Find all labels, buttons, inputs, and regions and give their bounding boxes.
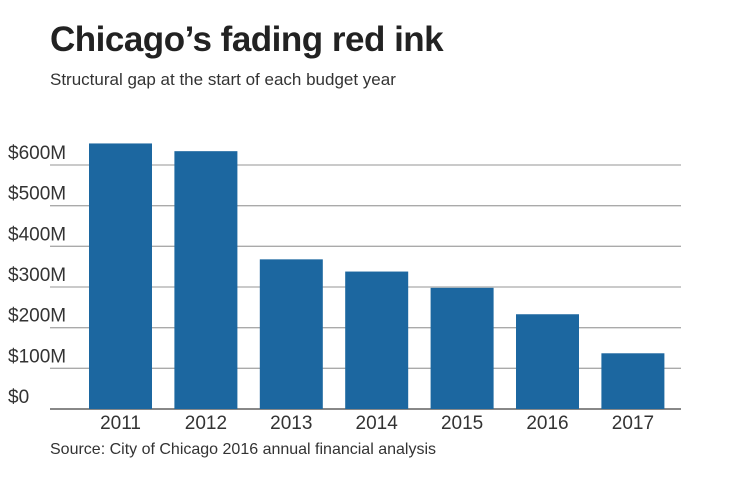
y-tick-label: $500M [8,184,66,205]
bar-2012 [174,151,238,409]
x-tick-label: 2016 [526,413,568,434]
source-note: Source: City of Chicago 2016 annual fina… [50,441,437,458]
x-tick-label: 2011 [100,413,141,434]
bar-2015 [430,287,494,409]
bar-2016 [516,314,579,409]
y-tick-label: $200M [8,306,66,327]
x-tick-label: 2012 [185,413,227,434]
x-tick-label: 2014 [356,413,399,434]
bar-2011 [89,143,152,410]
chart-title: Chicago’s fading red ink [50,20,444,59]
y-tick-label: $600M [8,143,66,164]
bar-2014 [345,271,409,409]
x-tick-label: 2013 [270,413,312,434]
y-tick-label: $400M [8,224,66,245]
chart-subtitle: Structural gap at the start of each budg… [50,70,396,89]
x-tick-label: 2017 [612,413,654,434]
y-tick-label: $0 [8,387,29,408]
y-tick-label: $300M [8,265,66,286]
bar-2017 [601,353,665,409]
bar-2013 [259,259,323,409]
x-tick-label: 2015 [441,413,483,434]
y-tick-label: $100M [8,346,66,367]
